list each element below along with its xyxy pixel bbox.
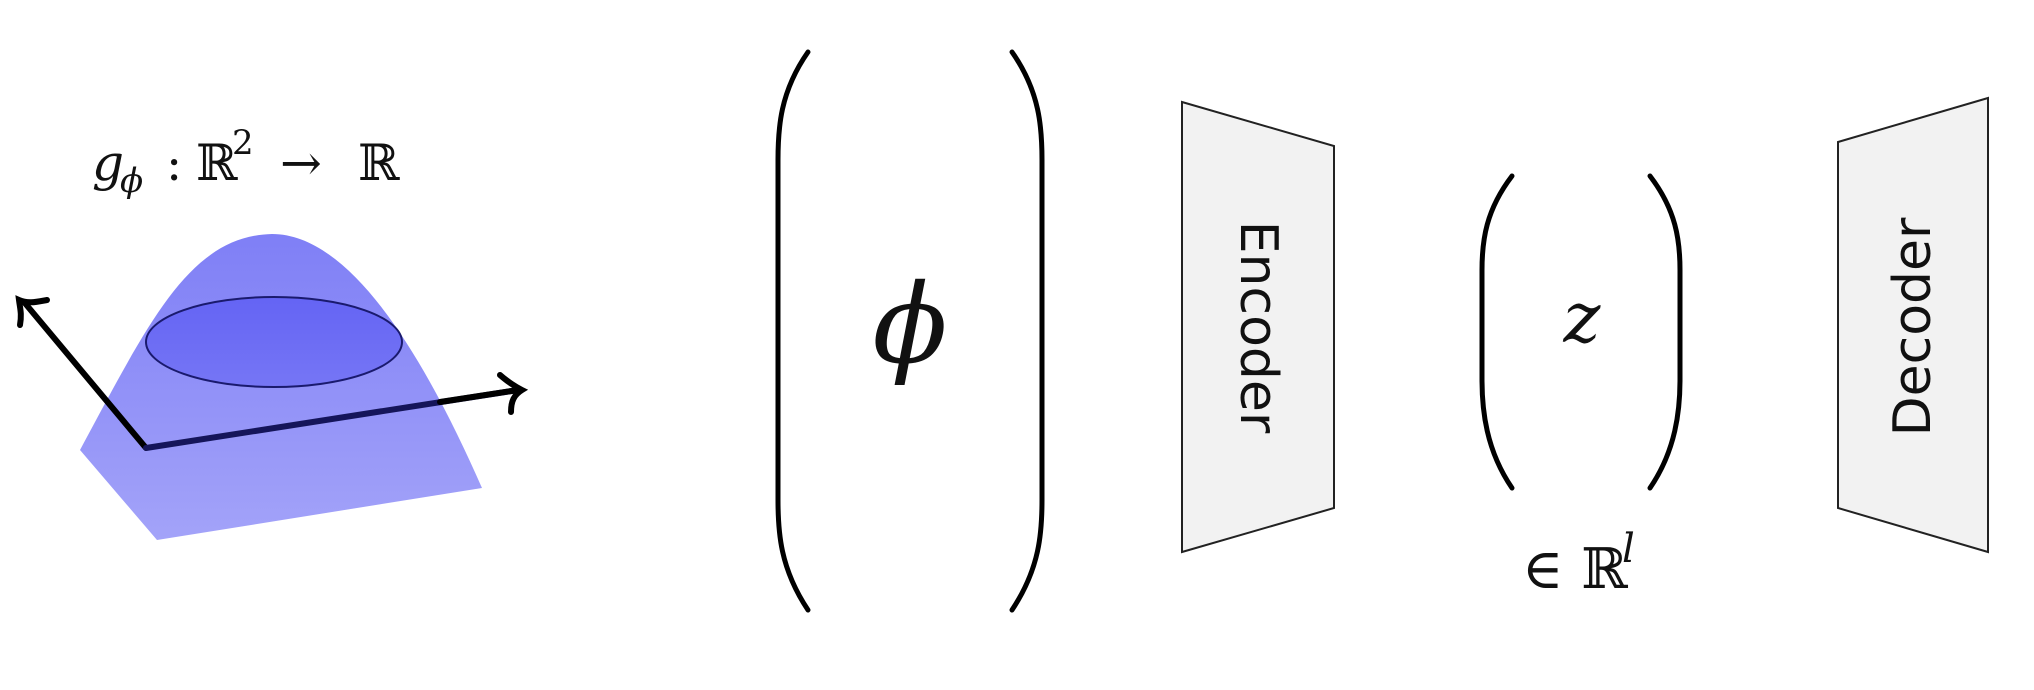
parameter-phi-symbol: ϕ (873, 260, 948, 388)
decoder-trapezoid (1837, 96, 1989, 554)
latent-left-bracket (1479, 173, 1515, 491)
parameter-vector: ϕ (775, 49, 1045, 613)
latent-z-symbol: z (1563, 277, 1602, 359)
latent-vector: z ∈ ℝ l (1479, 173, 1683, 602)
latent-right-bracket (1647, 173, 1683, 491)
function-phi-subscript: ϕ (120, 161, 143, 201)
decoder-label: Decoder (1883, 217, 1943, 436)
coordinate-axes (15, 295, 529, 451)
function-colon: : (166, 136, 182, 192)
function-domain: ℝ (196, 134, 238, 192)
encoder-label: Encoder (1228, 221, 1288, 434)
encoder-block: Encoder (1181, 100, 1335, 554)
axis-left (21, 299, 149, 451)
latent-space-exponent: l (1622, 526, 1635, 572)
function-codomain: ℝ (358, 134, 400, 192)
parameter-left-bracket (775, 49, 811, 613)
function-arrow: → (280, 134, 322, 192)
function-domain-exponent: 2 (232, 123, 254, 163)
function-label: g ϕ : ℝ 2 → ℝ (92, 123, 400, 201)
function-g: g (92, 134, 124, 192)
parameter-right-bracket (1009, 49, 1045, 613)
axis-left-arrowhead-icon (15, 295, 50, 328)
decoder-block: Decoder (1837, 96, 1989, 554)
encoder-trapezoid (1181, 100, 1335, 554)
axis-right-outer (437, 387, 521, 405)
axis-right-arrowhead-icon (497, 372, 529, 415)
level-set-ellipse (145, 296, 403, 388)
latent-space-label: ∈ ℝ (1522, 537, 1629, 602)
